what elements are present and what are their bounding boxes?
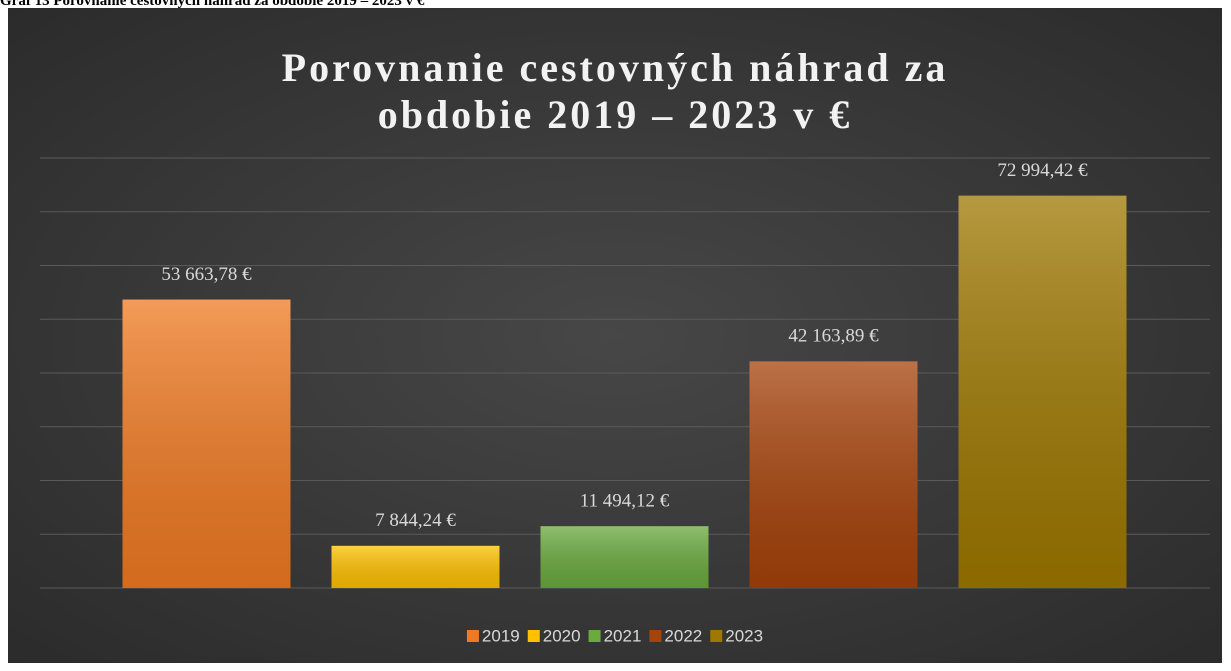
chart-title: Porovnanie cestovných náhrad za obdobie … xyxy=(281,45,949,137)
legend-label: 2020 xyxy=(543,626,581,645)
legend-swatch xyxy=(588,630,601,642)
legend-swatch xyxy=(710,630,723,642)
legend-label: 2021 xyxy=(604,626,642,645)
value-label: 72 994,42 € xyxy=(997,160,1088,181)
value-label: 11 494,12 € xyxy=(580,491,670,512)
legend-label: 2019 xyxy=(482,626,520,645)
value-label: 53 663,78 € xyxy=(161,264,252,285)
bar-shade xyxy=(958,195,1127,588)
legend: 2019 2020 2021 2022 2023 xyxy=(466,626,763,645)
bar-shade xyxy=(540,526,709,588)
legend-label: 2023 xyxy=(725,626,763,645)
legend-swatch xyxy=(649,630,662,642)
legend-swatch xyxy=(527,630,540,642)
value-label: 42 163,89 € xyxy=(788,326,879,347)
bar-shade xyxy=(331,545,500,588)
bar-shade xyxy=(749,361,918,588)
value-label: 7 844,24 € xyxy=(375,510,456,531)
legend-label: 2022 xyxy=(664,626,702,645)
legend-swatch xyxy=(466,630,479,642)
caption: Graf 13 Porovnanie cestovných náhrad za … xyxy=(0,0,425,9)
bar-shade xyxy=(122,299,291,588)
